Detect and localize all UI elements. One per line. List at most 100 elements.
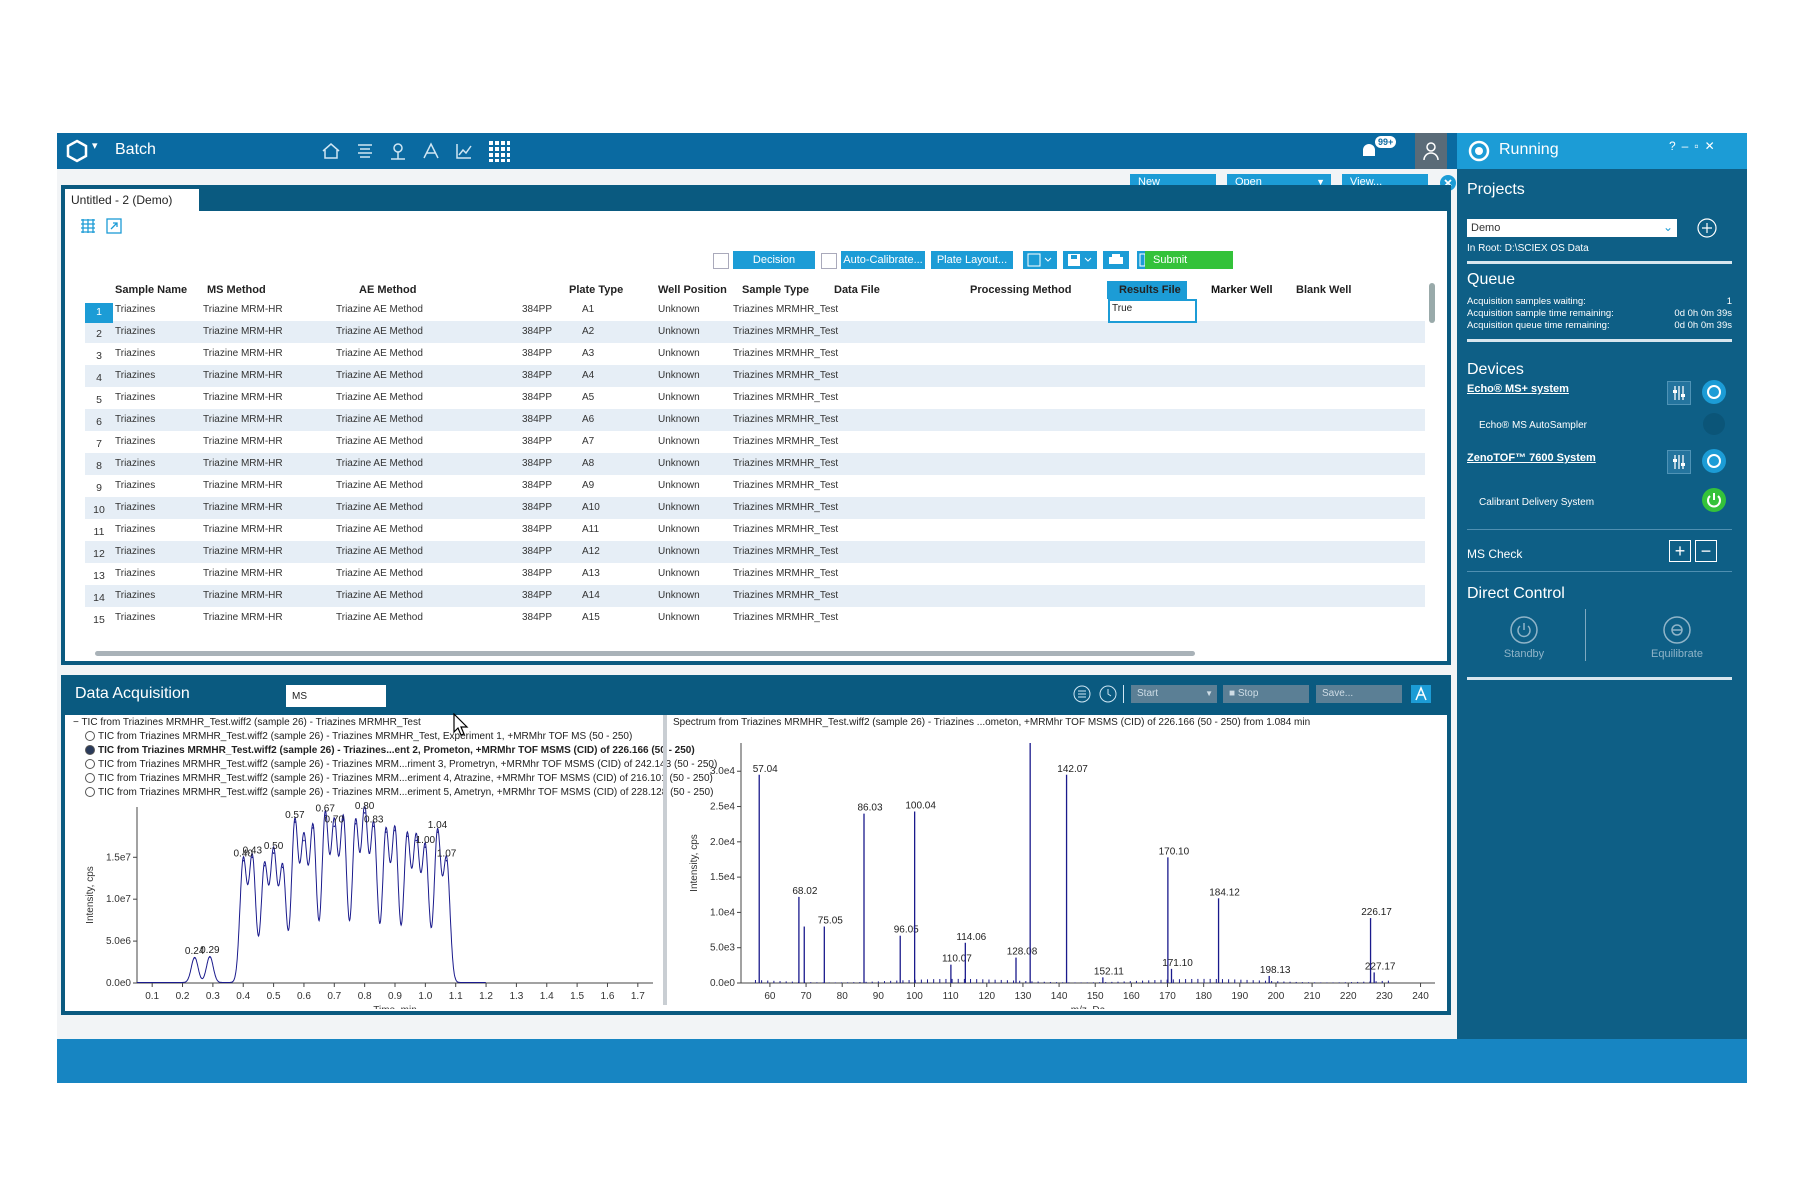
- table-row[interactable]: 4 Triazines Triazine MRM-HR Triazine AE Met…: [85, 365, 1425, 387]
- link-sample-icon[interactable]: [105, 217, 123, 235]
- grid-view-icon[interactable]: [79, 217, 97, 235]
- row-number[interactable]: 1: [96, 306, 102, 318]
- import-dropdown-button[interactable]: [1023, 251, 1057, 269]
- app-menu-caret-icon[interactable]: ▾: [92, 140, 98, 152]
- tic-item[interactable]: TIC from Triazines MRMHR_Test.wiff2 (sam…: [85, 773, 713, 784]
- echo-device-settings-button[interactable]: [1667, 381, 1691, 405]
- submit-button[interactable]: Submit: [1145, 251, 1233, 269]
- table-cell-well[interactable]: A7: [582, 436, 595, 447]
- table-cell-type[interactable]: Unknown: [658, 370, 700, 381]
- table-cell-type[interactable]: Unknown: [658, 480, 700, 491]
- column-header[interactable]: Sample Type: [742, 284, 810, 296]
- row-number[interactable]: 7: [96, 438, 102, 450]
- table-cell-sample[interactable]: Triazines: [115, 414, 156, 425]
- tic-chart[interactable]: 0.1 0.2 0.3 0.4 0.5 0.6 0.7 0.8 0.9 1.0 1.1 1.2 1.3 1…: [65, 797, 663, 1009]
- auto-calibrate-checkbox[interactable]: [821, 253, 837, 269]
- table-cell-ae[interactable]: Triazine AE Method: [336, 612, 423, 623]
- table-cell-type[interactable]: Unknown: [658, 414, 700, 425]
- table-cell-type[interactable]: Unknown: [658, 568, 700, 579]
- table-cell-sample[interactable]: Triazines: [115, 304, 156, 315]
- table-cell-plate[interactable]: 384PP: [522, 304, 553, 315]
- table-cell-plate[interactable]: 384PP: [522, 524, 553, 535]
- column-header[interactable]: MS Method: [207, 284, 266, 296]
- plot-splitter[interactable]: [663, 715, 667, 1005]
- table-cell-ms[interactable]: Triazine MRM-HR: [203, 392, 283, 403]
- table-cell-ae[interactable]: Triazine AE Method: [336, 568, 423, 579]
- table-cell-plate[interactable]: 384PP: [522, 480, 553, 491]
- table-row[interactable]: 11 Triazines Triazine MRM-HR Triazine AE Me…: [85, 519, 1425, 541]
- row-number[interactable]: 10: [93, 504, 105, 516]
- table-cell-well[interactable]: A3: [582, 348, 595, 359]
- table-cell-sample[interactable]: Triazines: [115, 546, 156, 557]
- table-cell-plate[interactable]: 384PP: [522, 502, 553, 513]
- table-cell-sample[interactable]: Triazines: [115, 326, 156, 337]
- table-cell-ae[interactable]: Triazine AE Method: [336, 436, 423, 447]
- table-cell-well[interactable]: A2: [582, 326, 595, 337]
- table-cell-file[interactable]: Triazines MRMHR_Test: [733, 612, 839, 623]
- table-cell-file[interactable]: Triazines MRMHR_Test: [733, 304, 839, 315]
- tic-item[interactable]: TIC from Triazines MRMHR_Test.wiff2 (sam…: [85, 787, 713, 798]
- power-on-icon[interactable]: [1701, 487, 1727, 513]
- table-cell-type[interactable]: Unknown: [658, 348, 700, 359]
- table-cell-plate[interactable]: 384PP: [522, 568, 553, 579]
- table-cell-ae[interactable]: Triazine AE Method: [336, 414, 423, 425]
- table-cell-type[interactable]: Unknown: [658, 612, 700, 623]
- table-cell-ms[interactable]: Triazine MRM-HR: [203, 612, 283, 623]
- table-cell-plate[interactable]: 384PP: [522, 546, 553, 557]
- row-number[interactable]: 4: [96, 372, 102, 384]
- table-cell-sample[interactable]: Triazines: [115, 392, 156, 403]
- table-cell-ms[interactable]: Triazine MRM-HR: [203, 458, 283, 469]
- row-number[interactable]: 9: [96, 482, 102, 494]
- table-cell-type[interactable]: Unknown: [658, 502, 700, 513]
- column-header[interactable]: Processing Method: [970, 284, 1072, 296]
- table-cell-type[interactable]: Unknown: [658, 458, 700, 469]
- table-cell-sample[interactable]: Triazines: [115, 524, 156, 535]
- row-number[interactable]: 5: [96, 394, 102, 406]
- table-cell-ms[interactable]: Triazine MRM-HR: [203, 414, 283, 425]
- table-cell-file[interactable]: Triazines MRMHR_Test: [733, 348, 839, 359]
- table-cell-file[interactable]: Triazines MRMHR_Test: [733, 370, 839, 381]
- table-cell-plate[interactable]: 384PP: [522, 414, 553, 425]
- table-cell-well[interactable]: A12: [582, 546, 600, 557]
- auto-scale-button[interactable]: [1411, 685, 1431, 703]
- horizontal-scrollbar[interactable]: [95, 651, 1195, 656]
- table-cell-type[interactable]: Unknown: [658, 436, 700, 447]
- table-cell-type[interactable]: Unknown: [658, 392, 700, 403]
- table-cell-well[interactable]: A15: [582, 612, 600, 623]
- table-row[interactable]: 13 Triazines Triazine MRM-HR Triazine AE Me…: [85, 563, 1425, 585]
- table-cell-well[interactable]: A9: [582, 480, 595, 491]
- table-cell-ae[interactable]: Triazine AE Method: [336, 348, 423, 359]
- save-dropdown-button[interactable]: [1063, 251, 1097, 269]
- home-icon[interactable]: [320, 140, 342, 162]
- table-cell-file[interactable]: Triazines MRMHR_Test: [733, 436, 839, 447]
- table-row[interactable]: 14 Triazines Triazine MRM-HR Triazine AE Me…: [85, 585, 1425, 607]
- table-row[interactable]: 12 Triazines Triazine MRM-HR Triazine AE Me…: [85, 541, 1425, 563]
- table-cell-ms[interactable]: Triazine MRM-HR: [203, 568, 283, 579]
- table-cell-ae[interactable]: Triazine AE Method: [336, 546, 423, 557]
- app-logo-icon[interactable]: [65, 139, 89, 163]
- table-cell-file[interactable]: Triazines MRMHR_Test: [733, 480, 839, 491]
- table-cell-ms[interactable]: Triazine MRM-HR: [203, 502, 283, 513]
- analytics-icon[interactable]: [420, 140, 442, 162]
- table-row[interactable]: 1 Triazines Triazine MRM-HR Triazine AE Met…: [85, 299, 1425, 321]
- column-header[interactable]: Well Position: [658, 284, 727, 296]
- table-cell-plate[interactable]: 384PP: [522, 436, 553, 447]
- table-row[interactable]: 3 Triazines Triazine MRM-HR Triazine AE Met…: [85, 343, 1425, 365]
- table-cell-well[interactable]: A10: [582, 502, 600, 513]
- table-cell-plate[interactable]: 384PP: [522, 458, 553, 469]
- table-cell-well[interactable]: A5: [582, 392, 595, 403]
- plate-grid-icon[interactable]: [487, 139, 511, 163]
- table-cell-file[interactable]: Triazines MRMHR_Test: [733, 414, 839, 425]
- table-cell-well[interactable]: A8: [582, 458, 595, 469]
- table-cell-sample[interactable]: Triazines: [115, 568, 156, 579]
- user-account-button[interactable]: [1415, 133, 1447, 169]
- table-cell-sample[interactable]: Triazines: [115, 590, 156, 601]
- table-cell-plate[interactable]: 384PP: [522, 348, 553, 359]
- table-cell-ms[interactable]: Triazine MRM-HR: [203, 590, 283, 601]
- table-row[interactable]: 6 Triazines Triazine MRM-HR Triazine AE Met…: [85, 409, 1425, 431]
- column-header[interactable]: Data File: [834, 284, 880, 296]
- radio-icon[interactable]: [85, 787, 95, 798]
- table-cell-sample[interactable]: Triazines: [115, 348, 156, 359]
- table-cell-file[interactable]: Triazines MRMHR_Test: [733, 458, 839, 469]
- row-number[interactable]: 15: [93, 614, 105, 626]
